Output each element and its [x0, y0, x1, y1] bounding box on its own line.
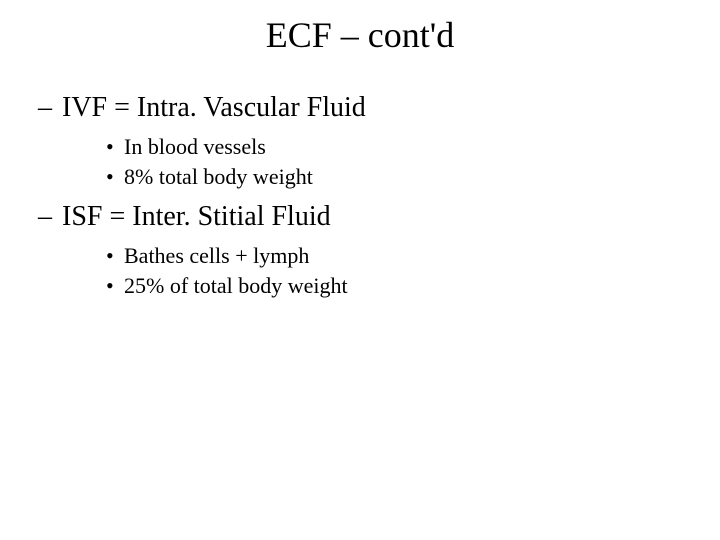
list-item: •25% of total body weight — [106, 271, 682, 301]
slide-body: –IVF = Intra. Vascular Fluid •In blood v… — [38, 92, 682, 311]
section-items: •Bathes cells + lymph •25% of total body… — [106, 241, 682, 300]
dash-icon: – — [38, 201, 62, 233]
bullet-icon: • — [106, 162, 124, 192]
list-item: •8% total body weight — [106, 162, 682, 192]
list-item-text: 8% total body weight — [124, 164, 313, 189]
list-item-text: In blood vessels — [124, 134, 266, 159]
slide-title: ECF – cont'd — [0, 14, 720, 56]
list-item: •In blood vessels — [106, 132, 682, 162]
section-heading-text: IVF = Intra. Vascular Fluid — [62, 92, 366, 123]
list-item: •Bathes cells + lymph — [106, 241, 682, 271]
section-heading: –ISF = Inter. Stitial Fluid — [38, 201, 682, 233]
section-items: •In blood vessels •8% total body weight — [106, 132, 682, 191]
slide: ECF – cont'd –IVF = Intra. Vascular Flui… — [0, 0, 720, 540]
list-item-text: Bathes cells + lymph — [124, 243, 309, 268]
list-item-text: 25% of total body weight — [124, 273, 348, 298]
section-heading-text: ISF = Inter. Stitial Fluid — [62, 201, 331, 232]
bullet-icon: • — [106, 271, 124, 301]
dash-icon: – — [38, 92, 62, 124]
bullet-icon: • — [106, 132, 124, 162]
bullet-icon: • — [106, 241, 124, 271]
section-heading: –IVF = Intra. Vascular Fluid — [38, 92, 682, 124]
